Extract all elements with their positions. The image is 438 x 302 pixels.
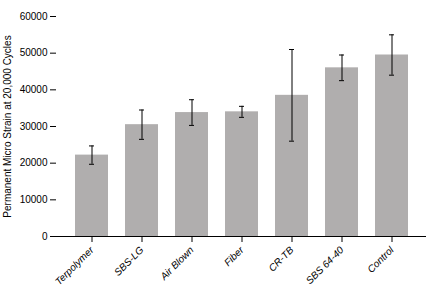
svg-text:60000: 60000 bbox=[20, 11, 48, 22]
svg-text:20000: 20000 bbox=[20, 157, 48, 168]
svg-text:CR-TB: CR-TB bbox=[266, 244, 296, 274]
svg-text:50000: 50000 bbox=[20, 47, 48, 58]
svg-text:Terpolymer: Terpolymer bbox=[53, 244, 96, 287]
svg-text:SBS-LG: SBS-LG bbox=[112, 244, 146, 278]
svg-text:Fiber: Fiber bbox=[222, 244, 246, 268]
svg-text:SBS 64-40: SBS 64-40 bbox=[304, 244, 346, 286]
svg-text:30000: 30000 bbox=[20, 121, 48, 132]
svg-text:Air Blown: Air Blown bbox=[157, 244, 196, 283]
svg-text:0: 0 bbox=[42, 231, 48, 242]
svg-text:10000: 10000 bbox=[20, 194, 48, 205]
svg-text:40000: 40000 bbox=[20, 84, 48, 95]
svg-text:Control: Control bbox=[365, 244, 396, 275]
svg-text:Permanent Micro Strain at 20,0: Permanent Micro Strain at 20,000 Cycles bbox=[2, 35, 13, 217]
